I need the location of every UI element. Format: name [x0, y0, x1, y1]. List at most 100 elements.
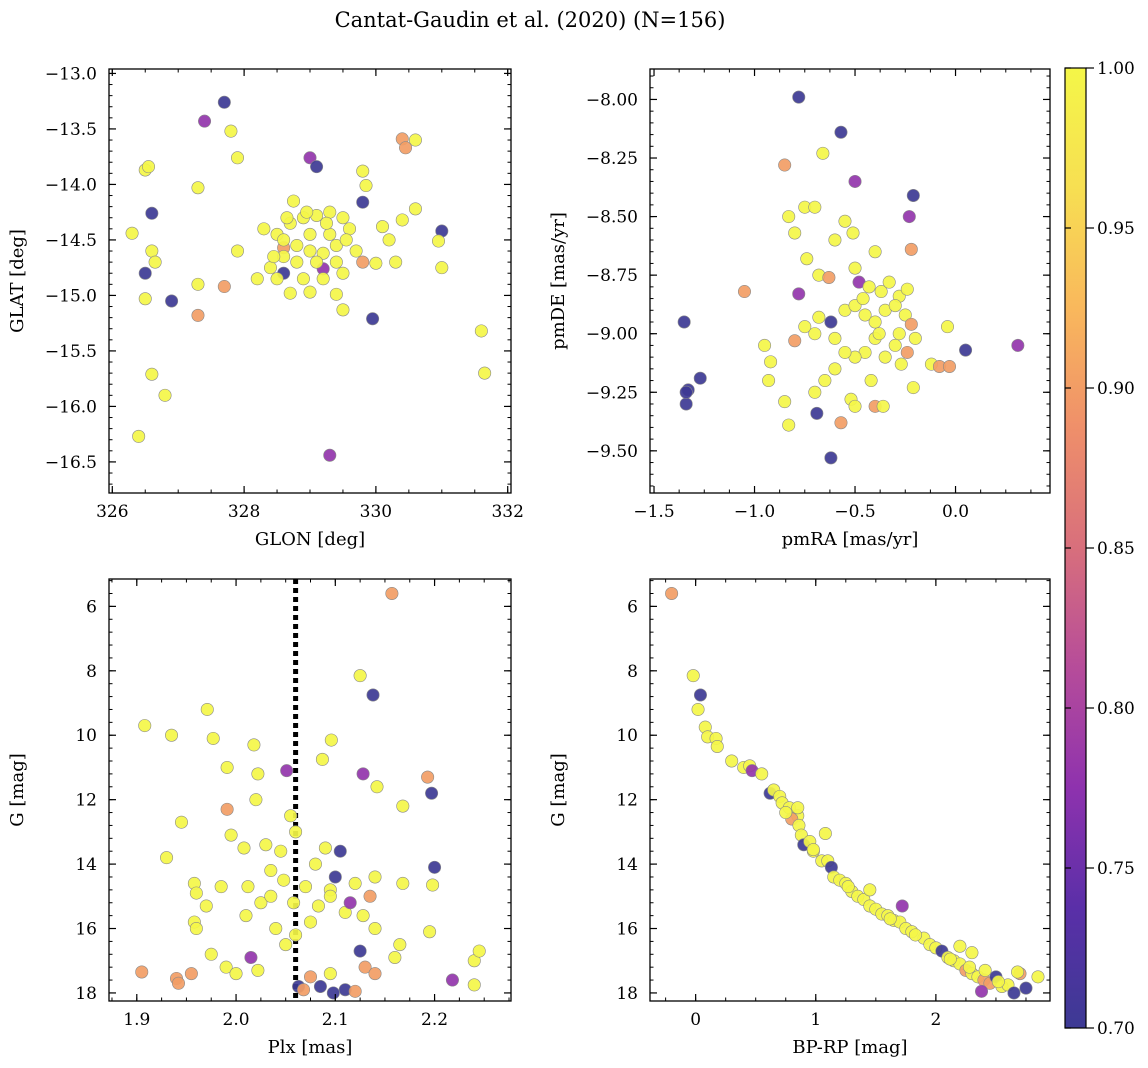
data-point — [358, 960, 372, 974]
figure-title: Cantat-Gaudin et al. (2020) (N=156) — [335, 8, 726, 32]
data-point — [336, 303, 350, 317]
data-point — [316, 272, 330, 286]
data-point — [158, 388, 172, 402]
x-tick-label: 328 — [228, 502, 260, 522]
data-point — [343, 896, 357, 910]
data-point — [824, 451, 838, 465]
data-point — [679, 385, 693, 399]
data-point — [241, 880, 255, 894]
data-point — [303, 244, 317, 258]
data-point — [370, 780, 384, 794]
data-point — [254, 896, 268, 910]
data-point — [267, 250, 281, 264]
data-point — [1011, 338, 1025, 352]
data-point — [363, 889, 377, 903]
data-point — [303, 285, 317, 299]
data-point — [359, 179, 373, 193]
data-point — [270, 272, 284, 286]
data-point — [303, 151, 317, 165]
data-point — [333, 844, 347, 858]
data-point — [198, 114, 212, 128]
y-tick-label: −9.25 — [586, 383, 638, 403]
data-point — [220, 802, 234, 816]
data-point — [336, 266, 350, 280]
data-point — [296, 272, 310, 286]
data-point — [846, 226, 860, 240]
colorbar-tick-label: 0.95 — [1097, 219, 1135, 239]
data-point — [229, 967, 243, 981]
data-point — [888, 299, 902, 313]
data-point — [348, 876, 362, 890]
y-tick-label: −8.50 — [586, 208, 638, 228]
data-point — [348, 984, 362, 998]
data-point — [888, 338, 902, 352]
data-point — [828, 233, 842, 247]
data-point — [710, 740, 724, 754]
data-point — [822, 270, 836, 284]
data-point — [425, 786, 439, 800]
data-point — [244, 951, 258, 965]
y-tick-label: 18 — [75, 984, 97, 1004]
data-point — [269, 922, 283, 936]
data-point — [189, 886, 203, 900]
data-point — [290, 255, 304, 269]
data-point — [806, 843, 820, 857]
data-point — [862, 280, 876, 294]
data-point — [725, 754, 739, 768]
data-point — [297, 983, 311, 997]
data-point — [426, 878, 440, 892]
data-point — [691, 702, 705, 716]
data-point — [906, 188, 920, 202]
data-point — [319, 216, 333, 230]
axes-frame — [108, 578, 512, 1002]
y-tick-label: −13.5 — [45, 120, 97, 140]
data-point — [898, 308, 912, 322]
data-point — [239, 909, 253, 923]
y-axis-label: pmDE [mas/yr] — [548, 212, 569, 350]
data-point — [300, 205, 314, 219]
data-point — [366, 688, 380, 702]
data-point — [138, 292, 152, 306]
data-point — [737, 285, 751, 299]
data-point — [279, 938, 293, 952]
colorbar-tick-label: 0.85 — [1097, 539, 1135, 559]
data-point — [299, 880, 313, 894]
x-tick-label: 1 — [810, 1010, 821, 1030]
x-tick-label: 2.2 — [421, 1010, 448, 1030]
data-point — [876, 399, 890, 413]
data-point — [474, 324, 488, 338]
data-point — [165, 294, 179, 308]
axes-frame — [649, 68, 1051, 494]
data-point — [874, 285, 888, 299]
data-point — [160, 851, 174, 865]
data-point — [289, 928, 303, 942]
data-point — [868, 245, 882, 259]
x-axis-label: GLON [deg] — [255, 529, 365, 550]
data-point — [943, 952, 957, 966]
data-point — [171, 976, 185, 990]
data-point — [798, 320, 812, 334]
data-point — [323, 967, 337, 981]
y-tick-label: 14 — [75, 855, 97, 875]
data-point — [323, 205, 337, 219]
data-point — [231, 244, 245, 258]
x-tick-label: 2.0 — [223, 1010, 250, 1030]
data-point — [356, 195, 370, 209]
data-point — [904, 317, 918, 331]
data-point — [125, 226, 139, 240]
data-point — [366, 312, 380, 326]
data-point — [191, 277, 205, 291]
data-point — [220, 760, 234, 774]
panel-pmra-pmde: −1.5 −1.0 −0.5 0.0 −8.00 −8.25 −8.50 −8.75 −9.00… — [548, 68, 1051, 550]
data-point — [393, 938, 407, 952]
data-point — [824, 315, 838, 329]
data-point — [778, 395, 792, 409]
data-point — [287, 194, 301, 208]
data-point — [318, 841, 332, 855]
data-point — [908, 928, 922, 942]
data-point — [389, 255, 403, 269]
axes-frame — [649, 578, 1051, 1002]
data-point — [906, 381, 920, 395]
data-point — [310, 160, 324, 174]
x-tick-label: −1.0 — [734, 502, 775, 522]
